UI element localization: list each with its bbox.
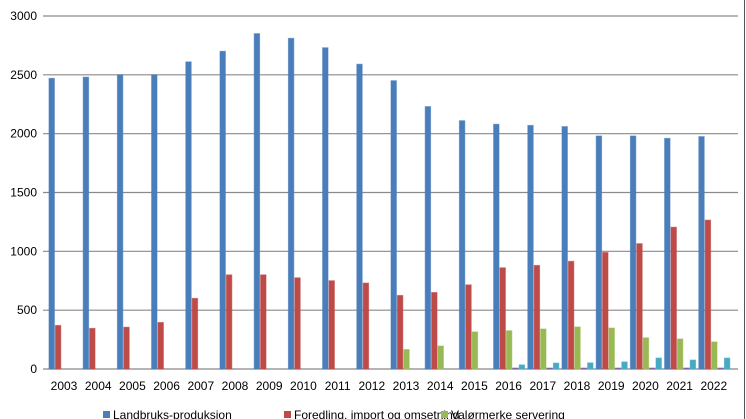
bar-landbruks-produksjon: [629, 135, 637, 370]
x-tick-label: 2012: [358, 379, 385, 393]
bar-landbruks-produksjon: [219, 50, 226, 370]
bar-foredling-import-og-omsetning: [704, 219, 712, 370]
bar-val-rmerke-servering: [437, 345, 444, 370]
y-tick-label: 3000: [10, 9, 37, 23]
x-tick-label: 2020: [632, 379, 659, 393]
legend-swatch: [441, 411, 448, 418]
bar-landbruks-produksjon: [82, 76, 90, 370]
x-tick-label: 2019: [598, 379, 625, 393]
bar-landbruks-produksjon: [595, 135, 603, 370]
bar-foredling-import-og-omsetning: [602, 252, 609, 370]
bar-foredling-import-og-omsetning: [294, 277, 301, 370]
bar-foredling-import-og-omsetning: [636, 243, 643, 370]
legend-label: Foredling, import og omsetning: [294, 408, 459, 419]
x-tick-label: 2005: [119, 379, 146, 393]
legend-label: Landbruks-produksjon: [113, 408, 232, 419]
bar-series-5: [655, 357, 662, 370]
bar-foredling-import-og-omsetning: [89, 327, 96, 370]
x-tick-label: 2008: [222, 379, 249, 393]
bar-landbruks-produksjon: [493, 123, 500, 370]
x-tick-label: 2017: [529, 379, 556, 393]
y-tick-label: 2000: [10, 127, 37, 141]
x-tick-label: 2007: [187, 379, 214, 393]
bar-landbruks-produksjon: [356, 63, 363, 370]
x-tick-label: 2022: [700, 379, 727, 393]
y-tick-label: 0: [30, 362, 37, 376]
bar-val-rmerke-servering: [403, 349, 410, 370]
bar-series-4: [683, 367, 690, 370]
bar-series-4: [546, 367, 553, 370]
bar-foredling-import-og-omsetning: [499, 267, 506, 370]
bar-series-4: [512, 367, 519, 370]
y-tick-label: 2500: [10, 68, 37, 82]
bar-series-5: [552, 362, 560, 370]
bar-foredling-import-og-omsetning: [670, 226, 677, 370]
bar-foredling-import-og-omsetning: [123, 326, 130, 370]
x-tick-label: 2015: [461, 379, 488, 393]
bar-foredling-import-og-omsetning: [191, 297, 199, 370]
bar-landbruks-produksjon: [48, 77, 55, 370]
bar-landbruks-produksjon: [527, 124, 534, 370]
bar-series-4: [614, 367, 622, 370]
bar-foredling-import-og-omsetning: [465, 284, 472, 370]
y-tick-label: 500: [17, 303, 37, 317]
x-tick-label: 2009: [256, 379, 283, 393]
legend-swatch: [284, 411, 291, 418]
x-tick-label: 2006: [153, 379, 180, 393]
bar-series-4: [649, 367, 656, 370]
bar-val-rmerke-servering: [608, 327, 615, 370]
bar-val-rmerke-servering: [505, 330, 513, 370]
bar-val-rmerke-servering: [471, 331, 479, 370]
bar-val-rmerke-servering: [642, 337, 650, 370]
y-tick-label: 1000: [10, 244, 37, 258]
bar-foredling-import-og-omsetning: [362, 282, 370, 370]
x-tick-label: 2011: [325, 379, 351, 393]
x-tick-label: 2014: [427, 379, 454, 393]
bar-landbruks-produksjon: [664, 137, 671, 370]
legend-label: Valørmerke servering: [451, 408, 565, 419]
bar-landbruks-produksjon: [561, 126, 568, 370]
bar-val-rmerke-servering: [711, 341, 718, 370]
bar-foredling-import-og-omsetning: [54, 324, 62, 370]
bar-series-5: [621, 361, 628, 370]
bar-landbruks-produksjon: [185, 61, 192, 370]
bar-foredling-import-og-omsetning: [260, 274, 267, 370]
bar-series-5: [689, 359, 697, 370]
bar-foredling-import-og-omsetning: [533, 264, 541, 370]
bar-val-rmerke-servering: [574, 326, 581, 370]
x-tick-label: 2016: [495, 379, 522, 393]
bar-landbruks-produksjon: [287, 37, 295, 370]
x-tick-label: 2010: [290, 379, 317, 393]
bar-series-5: [518, 364, 526, 370]
bar-val-rmerke-servering: [540, 328, 547, 370]
bar-foredling-import-og-omsetning: [225, 274, 233, 370]
legend-swatch: [103, 411, 110, 418]
x-tick-label: 2021: [666, 379, 693, 393]
bar-foredling-import-og-omsetning: [431, 292, 438, 370]
bar-landbruks-produksjon: [458, 120, 466, 370]
bar-landbruks-produksjon: [322, 47, 329, 370]
bar-series-5: [723, 357, 731, 370]
bar-landbruks-produksjon: [698, 136, 705, 370]
bar-foredling-import-og-omsetning: [328, 280, 335, 370]
bar-foredling-import-og-omsetning: [567, 260, 575, 370]
y-tick-label: 1500: [10, 186, 37, 200]
bar-val-rmerke-servering: [676, 338, 684, 370]
bar-landbruks-produksjon: [151, 74, 158, 370]
bar-landbruks-produksjon: [253, 33, 261, 370]
bar-foredling-import-og-omsetning: [396, 294, 404, 370]
x-tick-label: 2013: [393, 379, 420, 393]
bar-foredling-import-og-omsetning: [157, 322, 164, 370]
bar-landbruks-produksjon: [390, 80, 397, 370]
bar-landbruks-produksjon: [116, 74, 124, 370]
x-tick-label: 2018: [564, 379, 591, 393]
x-tick-label: 2003: [51, 379, 78, 393]
bar-series-5: [587, 362, 594, 370]
bar-series-4: [580, 367, 588, 370]
bar-series-4: [717, 367, 724, 370]
bar-landbruks-produksjon: [424, 106, 432, 370]
x-tick-label: 2004: [85, 379, 112, 393]
